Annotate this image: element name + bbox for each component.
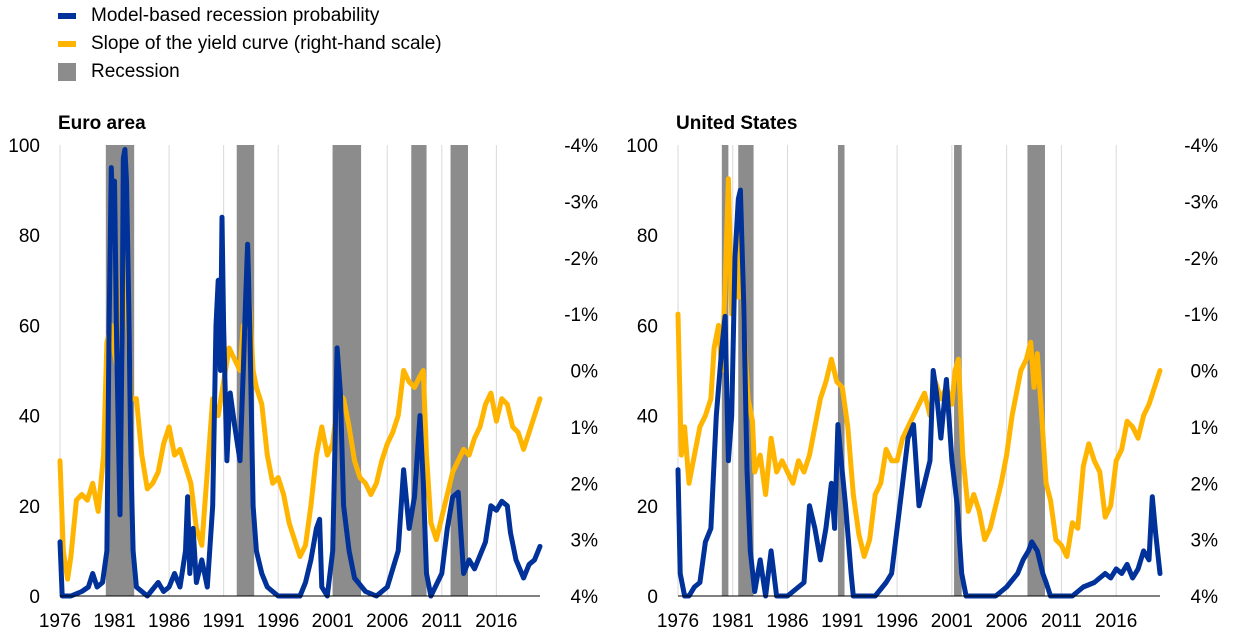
y-right-tick-label: 0% <box>1191 362 1219 383</box>
x-tick-label: 1976 <box>657 611 699 632</box>
recession-band <box>450 145 468 596</box>
x-tick-label: 2016 <box>1095 611 1137 632</box>
chart-title: United States <box>676 113 797 134</box>
x-tick-label: 1986 <box>148 611 190 632</box>
x-tick-label: 1991 <box>821 611 863 632</box>
x-tick-label: 2001 <box>312 611 354 632</box>
legend-label-probability: Model-based recession probability <box>91 5 380 26</box>
series-line-probability <box>57 147 543 599</box>
legend-swatch-probability <box>58 13 76 19</box>
y-right-tick-label: -3% <box>1184 192 1218 213</box>
x-tick-label: 1991 <box>202 611 244 632</box>
x-tick-label: 2006 <box>366 611 408 632</box>
recession-band <box>837 145 845 596</box>
y-left-tick-label: 80 <box>637 226 658 247</box>
legend-label-slope: Slope of the yield curve (right-hand sca… <box>91 33 442 54</box>
y-left-tick-label: 60 <box>637 316 658 337</box>
legend-item-probability: Model-based recession probability <box>58 2 442 30</box>
y-left-tick-label: 80 <box>19 226 40 247</box>
x-tick-label: 1981 <box>93 611 135 632</box>
y-right-tick-label: -2% <box>564 249 598 270</box>
x-tick-label: 2016 <box>475 611 517 632</box>
x-tick-label: 1996 <box>257 611 299 632</box>
y-left-tick-label: 20 <box>19 497 40 518</box>
y-left-tick-label: 40 <box>637 407 658 428</box>
x-tick-label: 1981 <box>712 611 754 632</box>
x-tick-label: 1986 <box>766 611 808 632</box>
y-left-tick-label: 60 <box>19 316 40 337</box>
legend-swatch-recession <box>58 63 76 81</box>
legend-item-slope: Slope of the yield curve (right-hand sca… <box>58 30 442 58</box>
y-left-tick-label: 0 <box>647 587 658 608</box>
y-left-tick-label: 20 <box>637 497 658 518</box>
legend-swatch-slope <box>58 41 76 47</box>
y-right-tick-label: 4% <box>571 587 599 608</box>
y-right-tick-label: -2% <box>1184 249 1218 270</box>
chart-title: Euro area <box>58 113 146 134</box>
legend-item-recession: Recession <box>58 58 442 86</box>
y-right-tick-label: 3% <box>1191 531 1219 552</box>
legend: Model-based recession probability Slope … <box>58 2 442 86</box>
y-right-tick-label: 0% <box>571 362 599 383</box>
y-right-tick-label: 1% <box>571 418 599 439</box>
chart-panel-0: Euro area 100 80 60 40 20 0 -4% -3% -2% -1% 0% 1% 2% 3… <box>8 113 598 632</box>
y-left-tick-label: 0 <box>29 587 40 608</box>
x-tick-label: 1996 <box>876 611 918 632</box>
chart-panel-1: United States 100 80 60 40 20 0 -4% -3% -2% -1% 0% 1… <box>626 113 1218 632</box>
y-left-tick-label: 40 <box>19 407 40 428</box>
y-left-tick-label: 100 <box>626 136 658 157</box>
y-right-tick-label: 2% <box>1191 474 1219 495</box>
x-tick-label: 2011 <box>421 611 462 632</box>
y-right-tick-label: 3% <box>571 531 599 552</box>
y-right-tick-label: 2% <box>571 474 599 495</box>
y-right-tick-label: -1% <box>564 305 598 326</box>
y-right-tick-label: 1% <box>1191 418 1219 439</box>
x-tick-label: 2001 <box>931 611 973 632</box>
y-left-tick-label: 100 <box>8 136 40 157</box>
legend-label-recession: Recession <box>91 61 180 82</box>
x-tick-label: 2006 <box>985 611 1027 632</box>
y-right-tick-label: -1% <box>1184 305 1218 326</box>
y-right-tick-label: -4% <box>564 136 598 157</box>
series-line-slope <box>675 176 1163 559</box>
y-right-tick-label: -3% <box>564 192 598 213</box>
x-tick-label: 2011 <box>1041 611 1082 632</box>
y-right-tick-label: 4% <box>1191 587 1219 608</box>
x-tick-label: 1976 <box>39 611 81 632</box>
y-right-tick-label: -4% <box>1184 136 1218 157</box>
